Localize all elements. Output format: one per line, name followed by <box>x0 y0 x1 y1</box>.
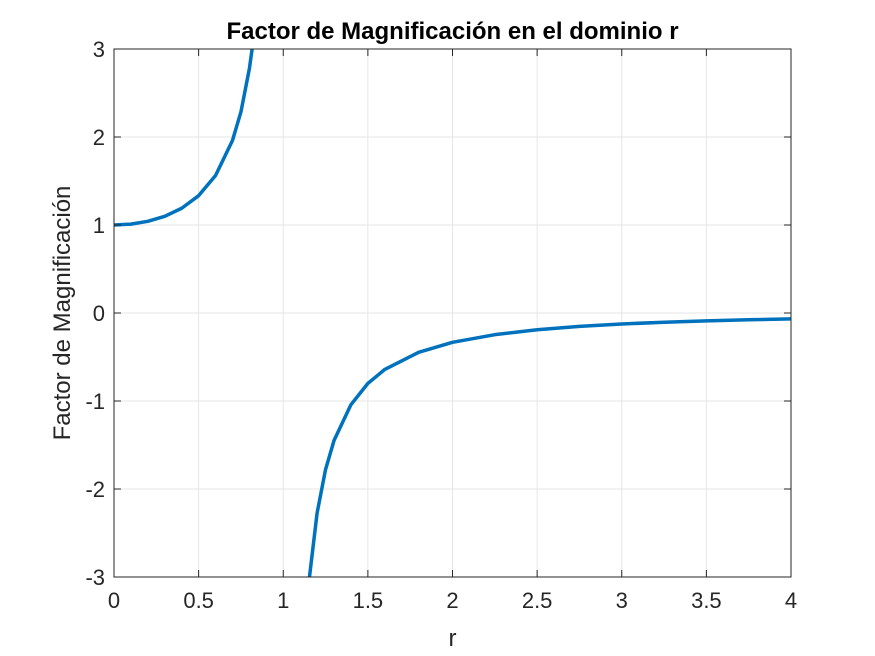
y-tick-label: 2 <box>93 125 105 150</box>
y-tick-label: 3 <box>93 37 105 62</box>
chart-title: Factor de Magnificación en el dominio r <box>226 18 678 45</box>
y-tick-label: -2 <box>85 477 105 502</box>
series-line-1 <box>114 49 254 227</box>
grid <box>113 48 792 578</box>
series-layer <box>114 49 791 577</box>
x-axis-label: r <box>449 625 457 652</box>
x-tick-label: 1 <box>277 588 289 613</box>
x-tick-label: 0 <box>108 588 120 613</box>
x-tick-label: 1.5 <box>353 588 384 613</box>
y-tick-label: -1 <box>85 389 105 414</box>
y-tick-label: -3 <box>85 565 105 590</box>
series-line-2 <box>307 317 791 577</box>
x-tick-label: 3 <box>616 588 628 613</box>
x-tick-label: 3.5 <box>691 588 722 613</box>
x-tick-label: 0.5 <box>183 588 214 613</box>
y-tick-label: 0 <box>93 301 105 326</box>
x-tick-label: 4 <box>785 588 797 613</box>
ticks: 0 0.5 1 1.5 2 2.5 3 3.5 4 -3 -2 -1 0 1 2 3 <box>85 37 797 613</box>
x-tick-label: 2 <box>446 588 458 613</box>
y-axis-label: Factor de Magnificación <box>49 186 76 441</box>
x-tick-label: 2.5 <box>522 588 553 613</box>
y-tick-label: 1 <box>93 213 105 238</box>
